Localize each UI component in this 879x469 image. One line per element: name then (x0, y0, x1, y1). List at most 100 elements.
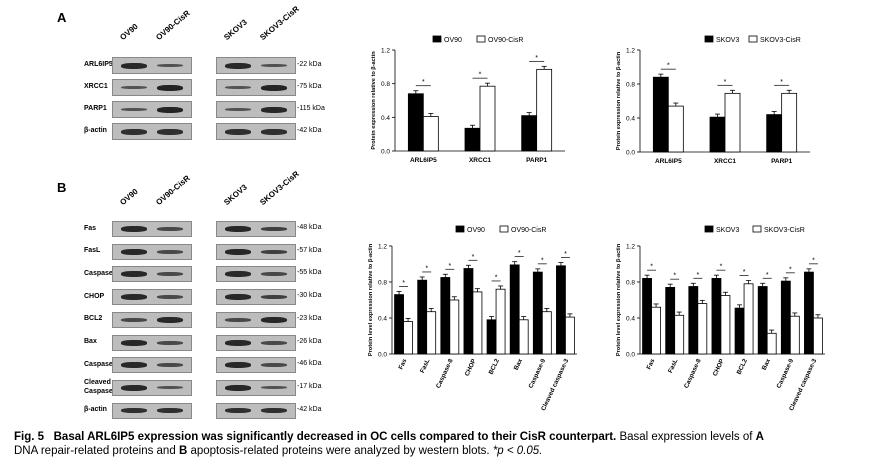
x-tick-label: XRCC1 (714, 158, 736, 165)
bar (509, 264, 520, 355)
blot-a-row-label: PARP1 (84, 105, 107, 112)
blot-a-blot-strip (216, 123, 296, 140)
blot-b-blot-strip (112, 402, 192, 419)
significance-star: * (650, 264, 653, 271)
blot-b-row-label: BCL2 (84, 315, 103, 323)
blot-a-band (121, 108, 147, 111)
legend-label: SKOV3-CisR (760, 37, 801, 44)
blot-a-blot-strip (216, 79, 296, 96)
x-tick-label: BCL2 (488, 357, 502, 375)
blot-b-band (157, 408, 183, 414)
western-blot-a: OV90 OV90-CisR SKOV3 SKOV3-CisR ARL6IP5 -22 k… (0, 0, 340, 180)
blot-b-band (261, 272, 287, 277)
bar (711, 278, 722, 355)
blot-b-blot-strip (112, 289, 192, 306)
significance-star: * (535, 55, 538, 62)
blot-b-blot-strip (112, 357, 192, 374)
blot-a-band (121, 128, 147, 135)
caption-title: Basal ARL6IP5 expression was significant… (53, 431, 617, 443)
blot-b-band (157, 363, 183, 368)
legend-label: SKOV3 (716, 37, 739, 44)
blot-b-blot-strip (112, 334, 192, 351)
blot-b-band (121, 408, 147, 414)
x-tick-label: Caspase-9 (775, 357, 795, 389)
blot-a-blot-strip (112, 101, 192, 118)
panel-letter-b: B (57, 180, 67, 195)
blot-b-band (225, 271, 251, 278)
blot-b-blot-strip (216, 266, 296, 283)
x-tick-label: FasL (667, 358, 680, 374)
legend-swatch (455, 225, 465, 233)
blot-a-band (225, 62, 251, 69)
blot-b-band (261, 227, 287, 231)
blot-a-blot-strip (216, 57, 296, 74)
significance-star: * (696, 272, 699, 279)
x-tick-label: PARP1 (771, 158, 793, 165)
y-tick-label: 0.4 (378, 316, 387, 323)
bar (697, 303, 708, 355)
blot-b-band (121, 248, 147, 255)
bar (472, 291, 483, 355)
figure-caption: Fig. 5 Basal ARL6IP5 expression was sign… (14, 430, 874, 458)
significance-star: * (541, 257, 544, 264)
blot-b-band (121, 271, 147, 278)
bar (709, 116, 726, 153)
significance-star: * (422, 79, 425, 86)
significance-star: * (448, 263, 451, 270)
blot-a-band (261, 84, 287, 91)
blot-b-band (157, 295, 183, 300)
x-tick-label: Caspase-8 (683, 357, 703, 389)
legend-swatch (752, 225, 762, 233)
blot-b-band (225, 362, 251, 369)
bar-chart-ov90-dna-repair: OV90 OV90-CisR 0.0 0.4 0.8 1.2 Protein express… (371, 35, 565, 164)
legend-swatch (704, 35, 714, 43)
blot-b-band (225, 294, 251, 301)
significance-star: * (780, 79, 783, 86)
y-tick-label: 1.2 (626, 244, 635, 251)
blot-b-band (121, 294, 147, 301)
x-tick-label: PARP1 (526, 157, 548, 164)
bar (688, 286, 699, 355)
bar (757, 286, 768, 355)
bar-chart-ov90-apoptosis: OV90 OV90-CisR 0.0 0.4 0.8 1.2 Protein level e… (368, 225, 577, 412)
blot-b-blot-strip (112, 266, 192, 283)
blot-a-row-label: ARL6IP5 (84, 61, 113, 68)
blot-b-row-label: Caspase-8 (84, 269, 120, 277)
x-tick-label: Caspase-9 (527, 357, 547, 389)
bar (521, 115, 538, 152)
legend-label: SKOV3 (716, 227, 739, 234)
x-tick-label: Bax (513, 357, 524, 371)
significance-star: * (720, 264, 723, 271)
x-tick-label: CHOP (464, 358, 478, 377)
caption-fig-number: Fig. 5 (14, 431, 45, 443)
bar (665, 287, 676, 355)
blot-b-band (121, 317, 147, 322)
bar (720, 295, 731, 355)
x-tick-label: Caspase-8 (435, 357, 455, 389)
y-tick-label: 0.4 (626, 316, 635, 323)
bar (440, 277, 451, 355)
x-tick-label: Bax (761, 357, 772, 371)
blot-b-band (157, 227, 183, 231)
blot-b-band (261, 316, 287, 323)
x-tick-label: XRCC1 (469, 157, 491, 164)
y-axis-label: Protein level expression relative to β-a… (368, 243, 374, 356)
blot-b-lane-label: SKOV3-CisR (258, 169, 301, 207)
blot-b-row-label: CHOP (84, 292, 105, 300)
blot-b-blot-strip (216, 311, 296, 328)
blot-a-band (157, 64, 183, 67)
y-tick-label: 0.0 (381, 149, 390, 156)
blot-a-band (157, 84, 183, 91)
legend-swatch (476, 35, 486, 43)
bar (766, 332, 777, 355)
blot-a-band (261, 128, 287, 135)
y-tick-label: 0.8 (381, 81, 390, 88)
caption-ref-a: A (755, 431, 764, 443)
blot-b-kda-label: -30 kDa (297, 292, 322, 300)
bar (780, 280, 791, 355)
blot-b-blot-strip (216, 379, 296, 396)
blot-b-kda-label: -42 kDa (297, 405, 322, 413)
blot-b-row-label: Cleaved Caspase-3 (84, 378, 120, 395)
blot-a-kda-label: -42 kDa (297, 126, 322, 134)
significance-star: * (724, 79, 727, 86)
